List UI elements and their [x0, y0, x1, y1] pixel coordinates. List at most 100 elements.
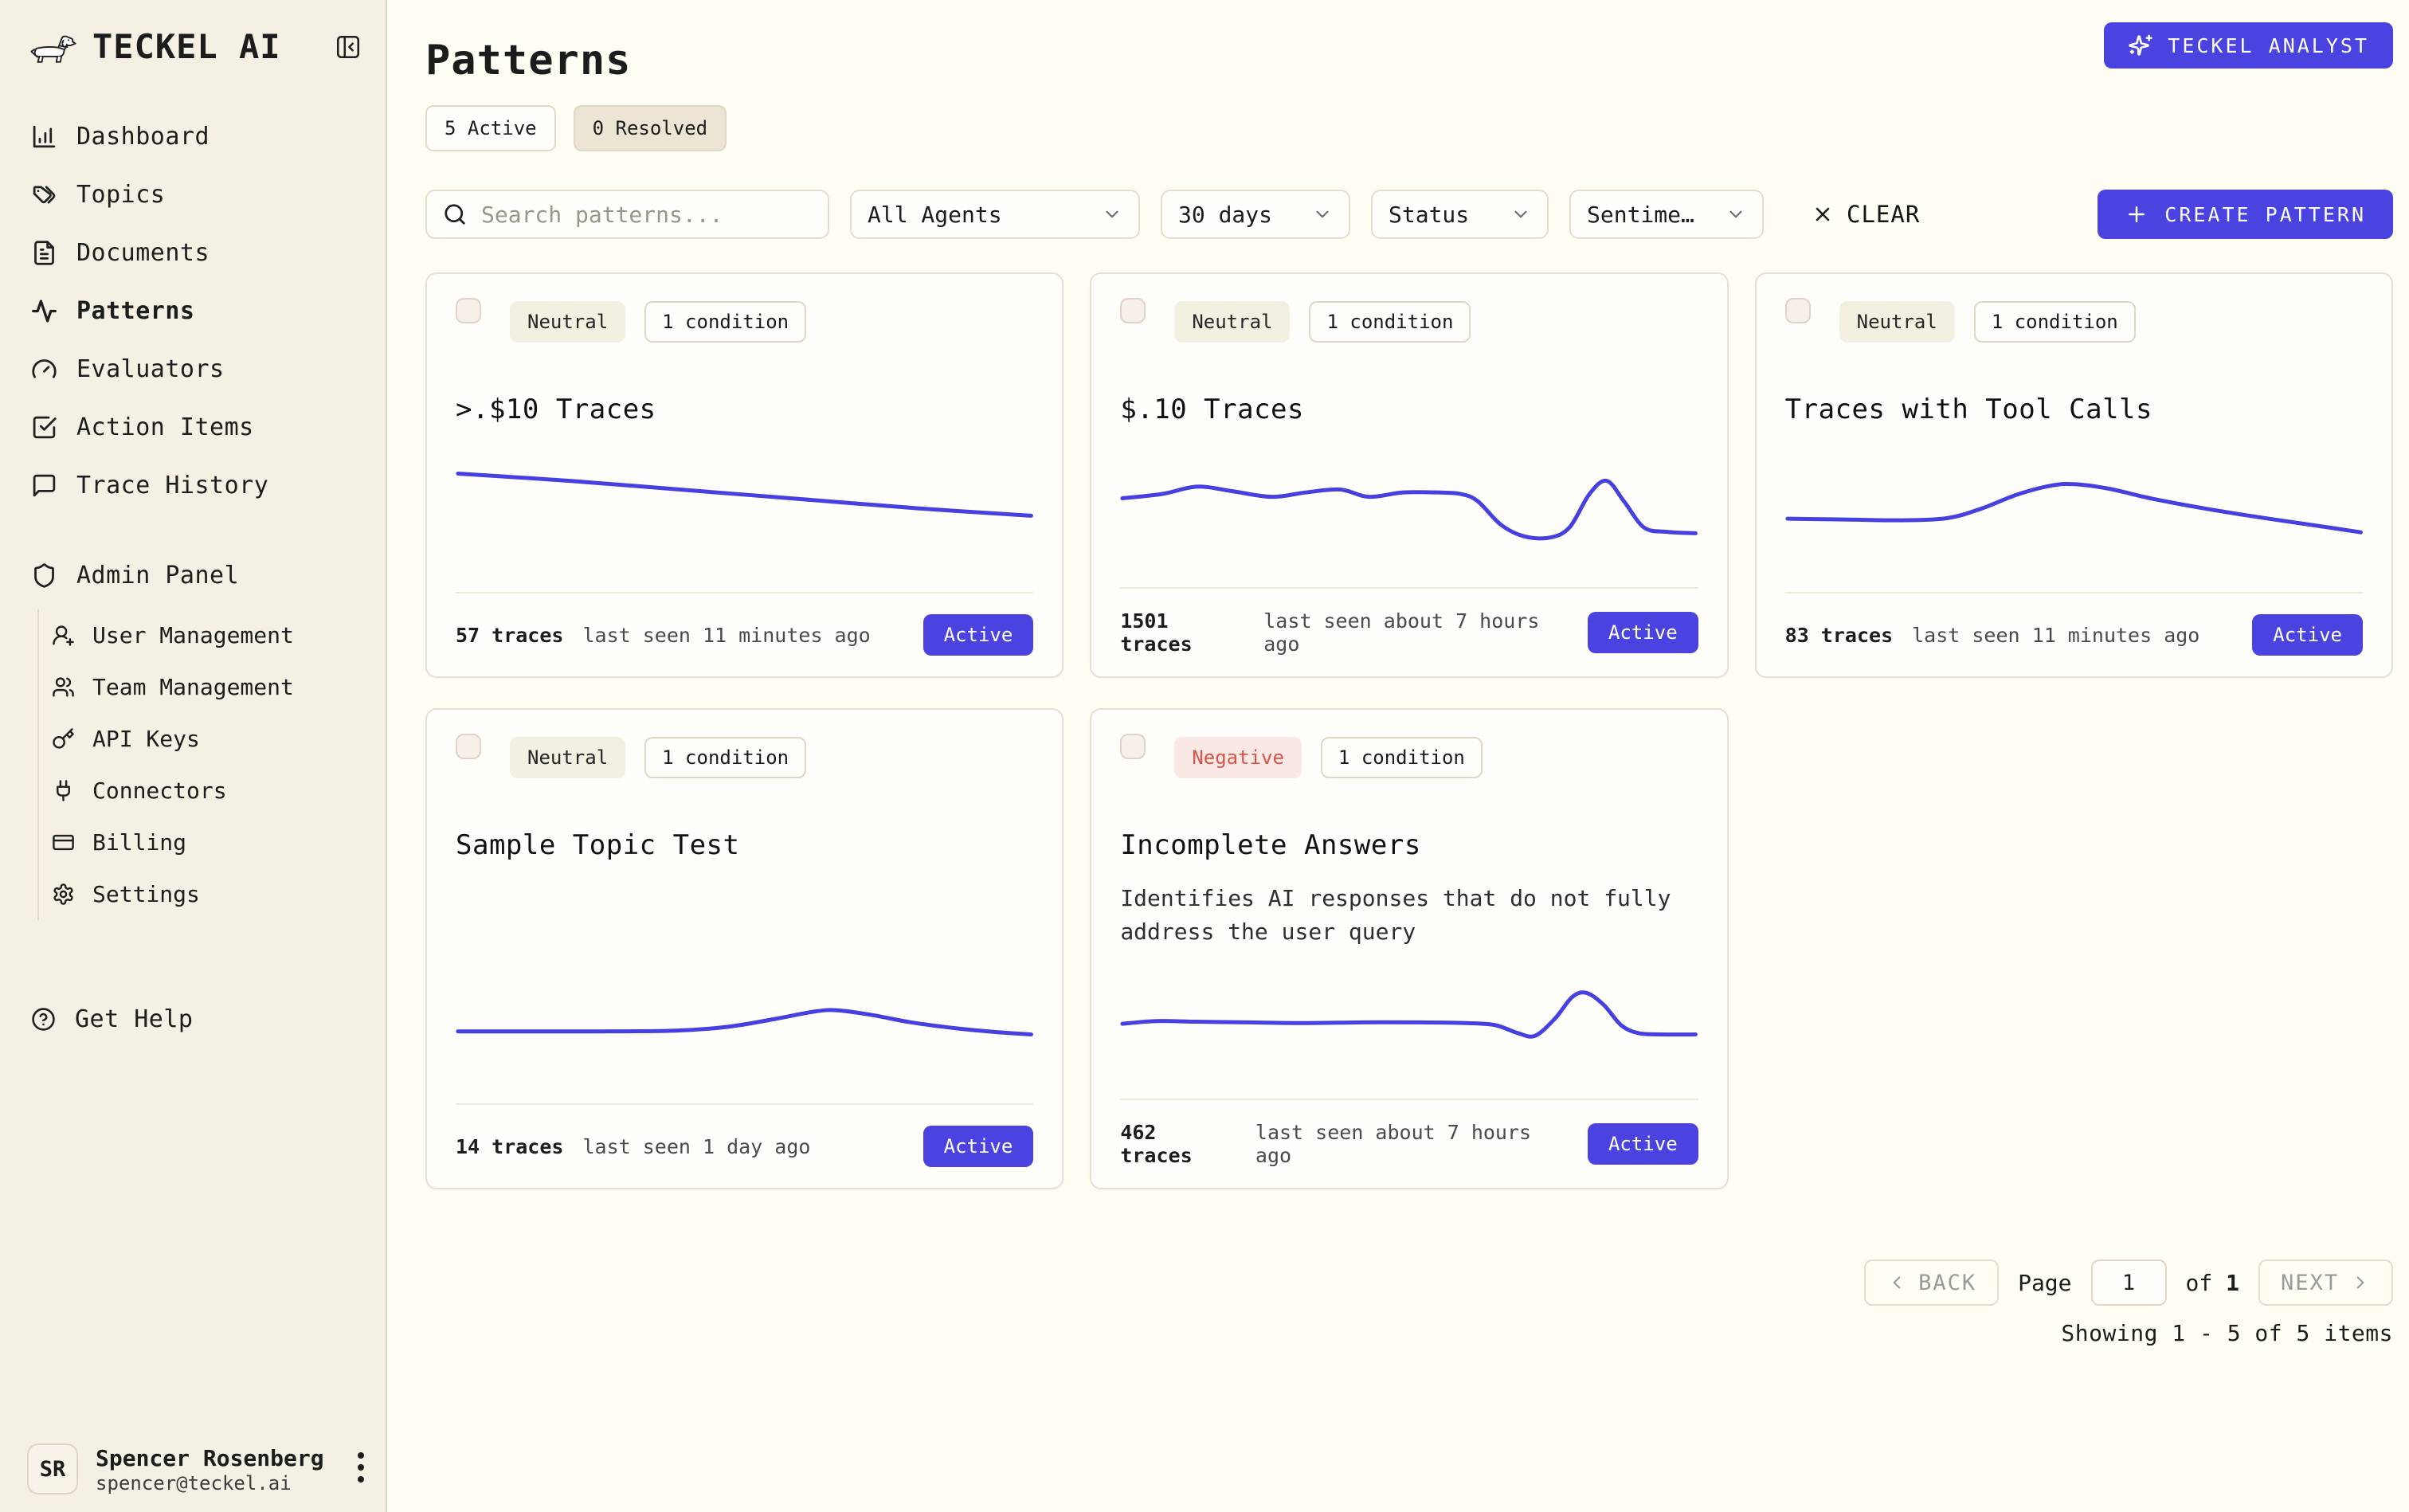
pattern-title[interactable]: Sample Topic Test — [456, 829, 740, 861]
resolved-count-chip[interactable]: 0 Resolved — [573, 105, 727, 151]
page-header: Patterns 5 Active 0 Resolved TECKEL ANAL… — [425, 0, 2393, 151]
sidebar-item-label: Billing — [92, 829, 187, 856]
status-badge: Active — [922, 614, 1034, 656]
user-identity: Spencer Rosenberg spencer@teckel.ai — [96, 1444, 324, 1494]
trace-count: 462 traces — [1120, 1121, 1193, 1167]
pattern-card[interactable]: Neutral 1 condition Traces with Tool Cal… — [1754, 272, 2393, 678]
sidebar-item-connectors[interactable]: Connectors — [39, 765, 386, 817]
last-seen-text: last seen 1 day ago — [582, 1134, 811, 1158]
page-label: Page — [2018, 1269, 2072, 1296]
next-button[interactable]: NEXT — [2258, 1259, 2393, 1306]
page-of-text: of 1 — [2186, 1270, 2239, 1296]
sidebar-item-team-management[interactable]: Team Management — [39, 661, 386, 713]
panel-left-close-icon[interactable] — [335, 33, 362, 61]
sidebar-item-label: Evaluators — [76, 355, 225, 383]
pattern-title[interactable]: Incomplete Answers — [1120, 829, 1421, 861]
date-range-dropdown-value: 30 days — [1178, 201, 1273, 228]
search-icon — [443, 202, 467, 226]
sidebar-nav: Dashboard Topics Documents Patterns Eval… — [0, 108, 386, 1048]
sidebar-item-dashboard[interactable]: Dashboard — [0, 108, 386, 166]
sparkles-icon — [2128, 33, 2153, 58]
pattern-title[interactable]: >.$10 Traces — [456, 394, 656, 425]
filter-bar: All Agents 30 days Status Sentime… CLEAR… — [425, 190, 2393, 239]
condition-badge: 1 condition — [644, 737, 807, 778]
pattern-card[interactable]: Neutral 1 condition $.10 Traces 1501 tra… — [1090, 272, 1729, 678]
clear-filters-button[interactable]: CLEAR — [1812, 201, 1920, 228]
date-range-dropdown[interactable]: 30 days — [1161, 190, 1350, 239]
sentiment-badge: Neutral — [510, 737, 626, 778]
trace-count: 57 traces — [456, 623, 564, 647]
sidebar-item-evaluators[interactable]: Evaluators — [0, 340, 386, 398]
search-box — [425, 190, 829, 239]
sidebar-item-user-management[interactable]: User Management — [39, 609, 386, 661]
sidebar-item-admin-panel[interactable]: Admin Panel — [0, 546, 386, 605]
card-select-checkbox[interactable] — [1120, 734, 1146, 759]
next-label: NEXT — [2280, 1270, 2339, 1295]
message-square-icon — [31, 472, 57, 499]
last-seen-text: last seen about 7 hours ago — [1263, 609, 1540, 656]
back-button[interactable]: BACK — [1864, 1259, 2000, 1306]
sidebar-item-label: Admin Panel — [76, 562, 240, 590]
user-email: spencer@teckel.ai — [96, 1471, 292, 1494]
file-text-icon — [31, 240, 57, 266]
create-pattern-button[interactable]: CREATE PATTERN — [2098, 190, 2393, 239]
sidebar-item-get-help[interactable]: Get Help — [0, 990, 386, 1048]
chevron-left-icon — [1886, 1272, 1907, 1293]
dachshund-logo-icon — [27, 29, 80, 65]
pattern-card[interactable]: Neutral 1 condition Sample Topic Test 14… — [425, 708, 1064, 1189]
pattern-title[interactable]: Traces with Tool Calls — [1784, 394, 2152, 425]
sidebar-item-label: Dashboard — [76, 123, 210, 151]
trace-count: 14 traces — [456, 1134, 564, 1158]
credit-card-icon — [52, 831, 75, 854]
sidebar-item-settings[interactable]: Settings — [39, 868, 386, 920]
last-seen-text: last seen about 7 hours ago — [1255, 1121, 1532, 1167]
last-seen-text: last seen 11 minutes ago — [1912, 623, 2200, 647]
avatar: SR — [27, 1443, 78, 1494]
sidebar: TECKEL AI Dashboard Topics Documents Pat… — [0, 0, 387, 1512]
agents-dropdown[interactable]: All Agents — [850, 190, 1140, 239]
bar-chart-icon — [31, 123, 57, 150]
user-menu-icon[interactable] — [357, 1450, 365, 1488]
sidebar-item-billing[interactable]: Billing — [39, 817, 386, 868]
trace-sparkline — [456, 425, 1033, 576]
sidebar-item-documents[interactable]: Documents — [0, 224, 386, 282]
sidebar-item-action-items[interactable]: Action Items — [0, 398, 386, 456]
sidebar-item-api-keys[interactable]: API Keys — [39, 713, 386, 765]
sentiment-dropdown-value: Sentime… — [1587, 201, 1694, 228]
admin-children: User Management Team Management API Keys… — [37, 609, 386, 920]
plus-icon — [2125, 202, 2149, 226]
pattern-title[interactable]: $.10 Traces — [1120, 394, 1304, 425]
last-seen-text: last seen 11 minutes ago — [582, 623, 871, 647]
pattern-card[interactable]: Negative 1 condition Incomplete Answers … — [1090, 708, 1729, 1189]
sidebar-item-patterns[interactable]: Patterns — [0, 282, 386, 340]
pattern-card[interactable]: Neutral 1 condition >.$10 Traces 57 trac… — [425, 272, 1064, 678]
sidebar-item-topics[interactable]: Topics — [0, 166, 386, 224]
card-select-checkbox[interactable] — [1120, 298, 1146, 323]
teckel-analyst-button[interactable]: TECKEL ANALYST — [2104, 22, 2393, 69]
chevron-right-icon — [2350, 1272, 2371, 1293]
user-account-row[interactable]: SR Spencer Rosenberg spencer@teckel.ai — [27, 1443, 365, 1494]
of-label: of — [2185, 1269, 2213, 1296]
card-select-checkbox[interactable] — [456, 298, 481, 323]
sentiment-dropdown[interactable]: Sentime… — [1569, 190, 1764, 239]
condition-badge: 1 condition — [644, 301, 807, 343]
sidebar-item-label: API Keys — [92, 726, 200, 752]
x-icon — [1812, 203, 1834, 225]
sidebar-item-label: Get Help — [75, 1005, 194, 1033]
sentiment-badge: Neutral — [510, 301, 626, 343]
chevron-down-icon — [1312, 204, 1333, 225]
active-count-chip[interactable]: 5 Active — [425, 105, 556, 151]
sidebar-item-trace-history[interactable]: Trace History — [0, 456, 386, 515]
status-dropdown[interactable]: Status — [1371, 190, 1549, 239]
sidebar-item-label: Patterns — [76, 297, 195, 325]
back-label: BACK — [1918, 1270, 1977, 1295]
sentiment-badge: Neutral — [1839, 301, 1955, 343]
clear-filters-label: CLEAR — [1847, 201, 1921, 228]
card-select-checkbox[interactable] — [456, 734, 481, 759]
search-input[interactable] — [481, 201, 812, 228]
shield-icon — [31, 562, 57, 589]
page-number-input[interactable] — [2090, 1259, 2167, 1306]
activity-icon — [31, 298, 57, 324]
card-select-checkbox[interactable] — [1784, 298, 1811, 323]
brand-name: TECKEL AI — [92, 27, 281, 66]
